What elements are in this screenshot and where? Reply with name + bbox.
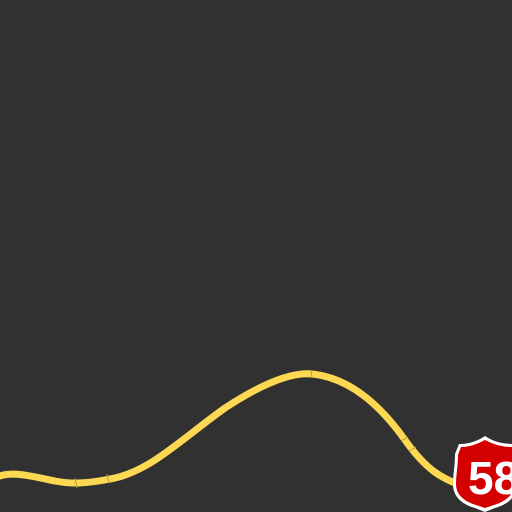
shield-body — [456, 440, 512, 508]
highway-road-line — [0, 370, 512, 498]
road-segment-joint — [74, 477, 78, 489]
road-segment-joint — [408, 446, 417, 452]
highway-road[interactable] — [0, 369, 512, 498]
us-route-shield[interactable]: 58 — [453, 436, 512, 512]
road-segment-joint — [310, 369, 313, 379]
road-segment-joint — [400, 436, 409, 442]
road-segment-joint — [106, 473, 110, 484]
shield-route-number: 58 — [468, 452, 512, 504]
